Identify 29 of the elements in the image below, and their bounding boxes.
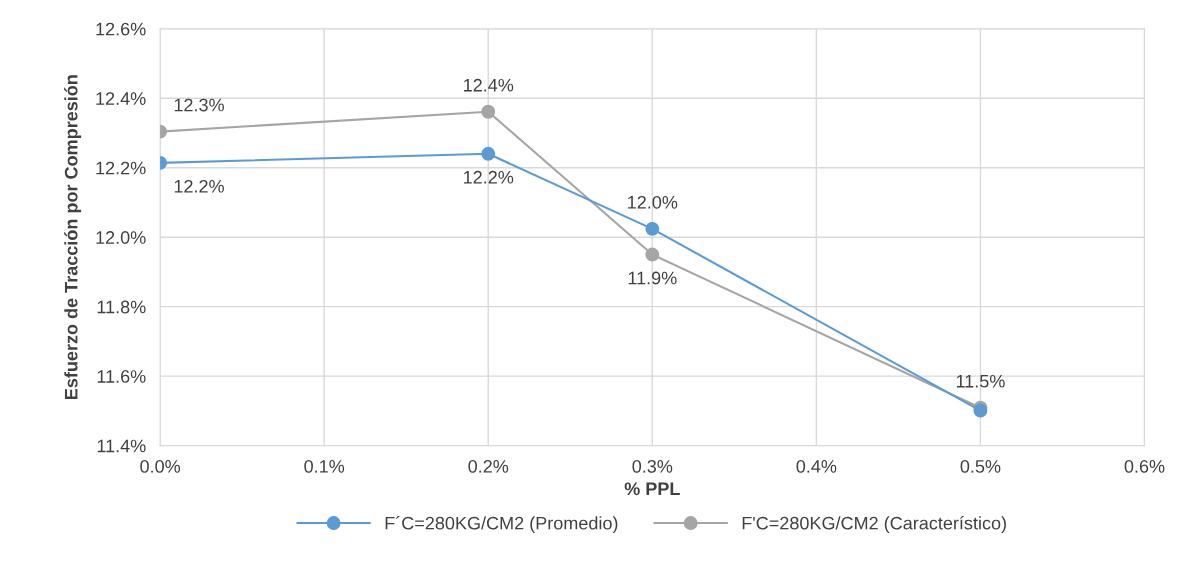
y-tick-label: 12.4% xyxy=(96,92,146,105)
y-axis-title: Esfuerzo de Tracción por Compresión xyxy=(64,75,82,400)
x-tick-label: 0.6% xyxy=(1124,459,1165,473)
data-label: 12.3% xyxy=(174,98,224,112)
y-tick-label: 11.6% xyxy=(97,370,146,383)
data-label: 11.9% xyxy=(628,271,677,285)
data-label: 12.2% xyxy=(464,170,514,184)
y-tick-label: 12.6% xyxy=(96,22,146,36)
point xyxy=(481,104,496,119)
x-tick-label: 0.2% xyxy=(468,459,509,473)
y-tick-label: 11.8% xyxy=(97,300,146,314)
point xyxy=(645,247,660,262)
point xyxy=(481,146,496,161)
x-axis-title: % PPL xyxy=(624,482,680,496)
legend-label: F´C=280KG/CM2 (Promedio) xyxy=(385,516,618,534)
data-label: 12.2% xyxy=(174,179,224,193)
x-tick-label: 0.3% xyxy=(632,459,673,473)
data-label: 12.4% xyxy=(464,78,514,92)
x-tick-label: 0.0% xyxy=(140,459,181,473)
x-tick-label: 0.4% xyxy=(796,459,837,473)
x-tick-label: 0.1% xyxy=(304,459,345,473)
x-tick-label: 0.5% xyxy=(960,459,1001,473)
legend-label: F'C=280KG/CM2 (Característico) xyxy=(742,516,1006,534)
y-tick-label: 12.0% xyxy=(96,231,146,244)
y-tick-label: 11.4% xyxy=(97,439,146,453)
y-tick-label: 12.2% xyxy=(96,161,146,175)
data-label: 11.5% xyxy=(956,374,1005,388)
point xyxy=(645,221,660,236)
data-label: 12.0% xyxy=(628,195,678,209)
